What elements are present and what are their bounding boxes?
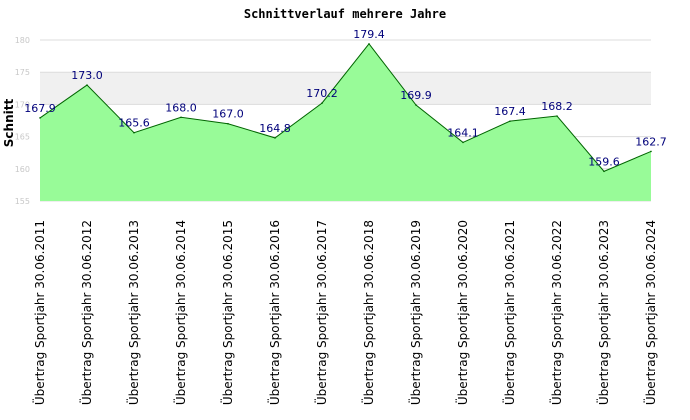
x-tick-label: Übertrag Sportjahr 30.06.2013 [125, 220, 141, 405]
data-labels: 167.9 173.0 165.6 168.0 167.0 164.8 170.2 179.4… [24, 28, 667, 169]
data-point [321, 102, 323, 104]
y-tick-label: 180 [15, 36, 30, 45]
series-line [39, 43, 652, 172]
x-tick-label: Übertrag Sportjahr 30.06.2024 [642, 220, 658, 405]
data-point [509, 120, 511, 122]
x-tick-label: Übertrag Sportjahr 30.06.2012 [78, 220, 94, 405]
y-tick-label: 165 [15, 133, 30, 142]
x-tick-label: Übertrag Sportjahr 30.06.2018 [360, 220, 376, 405]
data-label: 173.0 [71, 69, 103, 82]
x-tick-label: Übertrag Sportjahr 30.06.2014 [172, 220, 188, 405]
y-axis-ticks: 155 160 165 170 175 180 [15, 36, 30, 206]
data-label: 168.2 [541, 100, 573, 113]
data-point [415, 104, 417, 106]
y-tick-label: 160 [15, 165, 30, 174]
data-label: 162.7 [635, 135, 667, 148]
data-point [368, 43, 370, 45]
data-label: 167.9 [24, 102, 56, 115]
data-label: 170.2 [306, 87, 338, 100]
area-series [39, 43, 652, 201]
x-tick-label: Übertrag Sportjahr 30.06.2011 [31, 220, 47, 405]
data-label: 168.0 [165, 101, 197, 114]
area-fill [40, 43, 651, 201]
data-point [462, 141, 464, 144]
x-tick-label: Übertrag Sportjahr 30.06.2019 [407, 220, 423, 405]
data-point [133, 131, 135, 134]
data-label: 164.1 [447, 126, 479, 139]
y-tick-label: 155 [15, 197, 30, 206]
y-tick-label: 170 [15, 100, 30, 109]
data-point [274, 137, 276, 139]
data-point [603, 170, 605, 173]
x-tick-label: Übertrag Sportjahr 30.06.2016 [266, 220, 282, 405]
data-label: 167.0 [212, 108, 244, 121]
y-axis-label: Schnitt [2, 99, 16, 148]
data-label: 167.4 [494, 105, 526, 118]
x-tick-label: Übertrag Sportjahr 30.06.2020 [454, 220, 470, 405]
data-point [227, 122, 229, 125]
data-label: 179.4 [353, 28, 385, 41]
data-point [180, 116, 182, 119]
data-point [39, 117, 41, 119]
x-tick-label: Übertrag Sportjahr 30.06.2022 [548, 220, 564, 405]
data-label: 164.8 [259, 122, 291, 135]
data-label: 159.6 [588, 155, 620, 168]
data-label: 165.6 [118, 117, 150, 130]
x-tick-label: Übertrag Sportjahr 30.06.2015 [219, 220, 235, 405]
x-tick-label: Übertrag Sportjahr 30.06.2021 [501, 220, 517, 405]
y-tick-label: 175 [15, 68, 30, 77]
x-tick-label: Übertrag Sportjahr 30.06.2023 [595, 220, 611, 405]
data-point [556, 115, 558, 117]
data-point [650, 150, 652, 153]
data-point [86, 84, 88, 86]
x-tick-label: Übertrag Sportjahr 30.06.2017 [313, 220, 329, 405]
x-axis-ticks: Übertrag Sportjahr 30.06.2011 Übertrag Sp… [31, 220, 658, 405]
data-label: 169.9 [400, 89, 432, 102]
chart-title: Schnittverlauf mehrere Jahre [244, 7, 446, 21]
